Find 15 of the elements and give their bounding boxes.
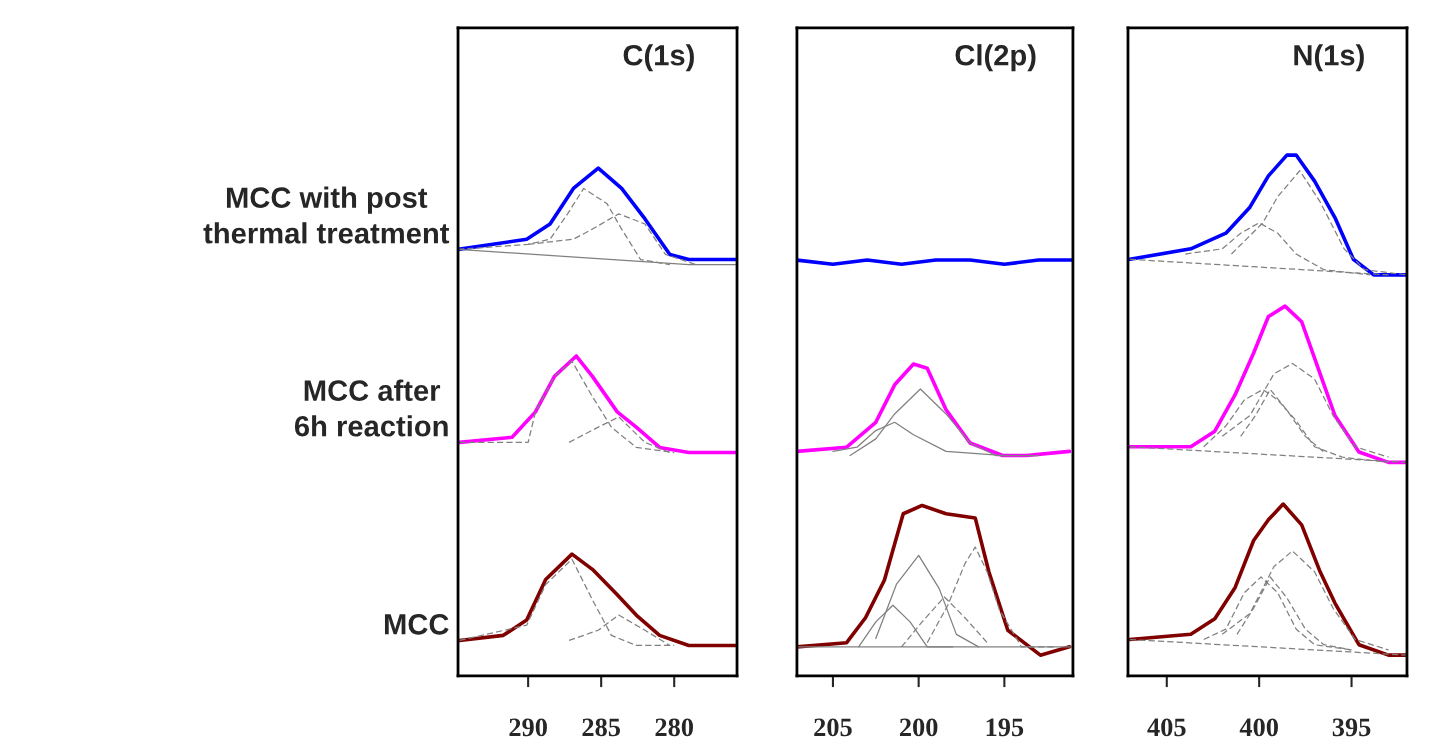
x-tick-label: 400 xyxy=(1239,718,1278,737)
x-tick-label: 285 xyxy=(582,718,620,737)
series-label: MCC after 6h reaction xyxy=(294,379,448,437)
series-label: MCC with post thermal treatment xyxy=(203,186,450,244)
x-tick-label: 405 xyxy=(1147,718,1186,737)
chart-title: N(1s) xyxy=(1294,44,1364,72)
x-tick-label: 195 xyxy=(986,718,1024,737)
x-tick-label: 280 xyxy=(655,718,693,737)
x-tick-label: 200 xyxy=(899,718,938,737)
x-tick-label: 395 xyxy=(1332,718,1371,737)
x-tick-label: 205 xyxy=(814,718,852,737)
x-tick-label: 290 xyxy=(509,718,547,737)
series-label: MCC xyxy=(384,614,449,635)
chart-title: C(1s) xyxy=(623,44,694,72)
chart-title: Cl(2p) xyxy=(955,44,1036,72)
